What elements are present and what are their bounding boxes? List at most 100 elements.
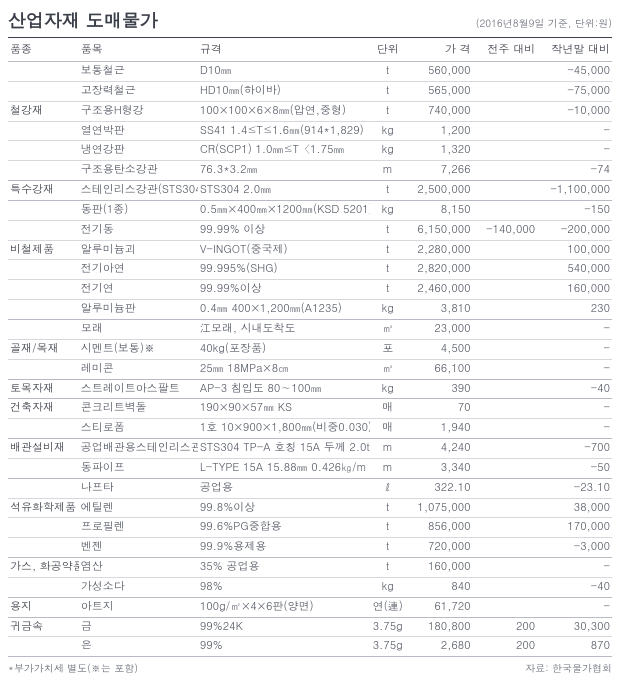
td-year: - [537, 141, 612, 161]
td-year: -40 [537, 577, 612, 597]
td-price: 160,000 [406, 558, 473, 578]
td-spec: 공업용 [198, 478, 370, 498]
footnote: *부가가치세 별도(※는 포함) [8, 661, 138, 675]
table-row: 레미콘25㎜ 18MPa×8㎝㎥66,100- [8, 359, 612, 379]
page-title: 산업자재 도매물가 [8, 8, 158, 33]
td-unit: t [370, 81, 406, 101]
th-category: 품종 [8, 38, 79, 62]
td-year: 170,000 [537, 518, 612, 538]
table-row: 모래江모래, 시내도착도㎥23,000- [8, 319, 612, 339]
td-price: 720,000 [406, 538, 473, 558]
td-unit: kg [370, 577, 406, 597]
td-spec: CR(SCP1) 1.0㎜≤T〈1.75㎜ [198, 141, 370, 161]
td-week [473, 300, 538, 320]
td-category [8, 518, 79, 538]
td-year: - [537, 419, 612, 439]
td-item: 가성소다 [79, 577, 198, 597]
td-year: -50 [537, 458, 612, 478]
td-unit: 연(連) [370, 597, 406, 617]
td-item: 전기아연 [79, 260, 198, 280]
td-item: 벤젠 [79, 538, 198, 558]
td-week [473, 319, 538, 339]
td-category: 골재/목재 [8, 339, 79, 359]
table-row: 배관설비재공업배관용스테인리스관STS304 TP-A 호칭 15A 두께 2.… [8, 439, 612, 459]
td-unit: t [370, 260, 406, 280]
td-price: 2,500,000 [406, 181, 473, 201]
td-week [473, 399, 538, 419]
td-spec: L-TYPE 15A 15.88㎜ 0.426㎏/m [198, 458, 370, 478]
td-spec: 100×100×6×8㎜(압연,중형) [198, 101, 370, 121]
td-price: 6,150,000 [406, 220, 473, 240]
td-price: 1,320 [406, 141, 473, 161]
td-spec: 76.3*3.2㎜ [198, 161, 370, 181]
td-week [473, 339, 538, 359]
td-year: - [537, 558, 612, 578]
td-item: 스티로폼 [79, 419, 198, 439]
td-category: 철강재 [8, 101, 79, 121]
td-price: 2,460,000 [406, 280, 473, 300]
td-year: 230 [537, 300, 612, 320]
td-category: 건축자재 [8, 399, 79, 419]
td-item: 콘크리트벽돌 [79, 399, 198, 419]
td-price: 7,266 [406, 161, 473, 181]
table-row: 특수강재스테인리스강관(STS304 2B)STS304 2.0㎜t2,500,… [8, 181, 612, 201]
td-price: 740,000 [406, 101, 473, 121]
td-spec: 99.99%이상 [198, 280, 370, 300]
td-price: 322.10 [406, 478, 473, 498]
th-spec: 규격 [198, 38, 370, 62]
td-year: 160,000 [537, 280, 612, 300]
td-price: 560,000 [406, 62, 473, 82]
td-week [473, 200, 538, 220]
td-spec: 40kg(포장품) [198, 339, 370, 359]
td-category: 특수강재 [8, 181, 79, 201]
td-item: 공업배관용스테인리스관 [79, 439, 198, 459]
td-year: -3,000 [537, 538, 612, 558]
td-unit: m [370, 161, 406, 181]
table-row: 동파이프L-TYPE 15A 15.88㎜ 0.426㎏/mm3,340-50 [8, 458, 612, 478]
table-row: 가스, 화공약품염산35% 공업용t160,000- [8, 558, 612, 578]
td-spec: 25㎜ 18MPa×8㎝ [198, 359, 370, 379]
td-week: -140,000 [473, 220, 538, 240]
td-unit: m [370, 439, 406, 459]
td-spec: HD10㎜(하이바) [198, 81, 370, 101]
td-week: 200 [473, 617, 538, 637]
td-unit: 매 [370, 419, 406, 439]
table-row: 비철제품알루미늄괴V-INGOT(중국제)t2,280,000100,000 [8, 240, 612, 260]
td-item: 알루미늄괴 [79, 240, 198, 260]
td-week [473, 597, 538, 617]
td-week [473, 518, 538, 538]
td-year: -40 [537, 379, 612, 399]
td-spec: 99% [198, 637, 370, 657]
table-row: 가성소다98%kg840-40 [8, 577, 612, 597]
td-week [473, 439, 538, 459]
table-row: 보통철근D10㎜t560,000-45,000 [8, 62, 612, 82]
td-spec: D10㎜ [198, 62, 370, 82]
td-price: 180,800 [406, 617, 473, 637]
td-spec: 99.99% 이상 [198, 220, 370, 240]
td-unit: t [370, 518, 406, 538]
table-row: 전기아연99.995%(SHG)t2,820,000540,000 [8, 260, 612, 280]
td-spec: 35% 공업용 [198, 558, 370, 578]
td-price: 2,280,000 [406, 240, 473, 260]
td-year: - [537, 399, 612, 419]
td-price: 4,240 [406, 439, 473, 459]
td-price: 70 [406, 399, 473, 419]
td-price: 4,500 [406, 339, 473, 359]
td-category [8, 538, 79, 558]
td-week [473, 359, 538, 379]
td-price: 565,000 [406, 81, 473, 101]
td-unit: t [370, 220, 406, 240]
price-table: 품종 품목 규격 단위 가 격 전주 대비 작년말 대비 보통철근D10㎜t56… [8, 37, 612, 657]
td-unit: 포 [370, 339, 406, 359]
td-unit: t [370, 240, 406, 260]
td-category: 토목자재 [8, 379, 79, 399]
td-category: 용지 [8, 597, 79, 617]
td-price: 2,680 [406, 637, 473, 657]
table-row: 철강재구조용H형강100×100×6×8㎜(압연,중형)t740,000-10,… [8, 101, 612, 121]
td-spec: 1호 10×900×1,800㎜(비중0.030) [198, 419, 370, 439]
td-year: - [537, 319, 612, 339]
td-spec: STS304 TP-A 호칭 15A 두께 2.0t -KSD3576- [198, 439, 370, 459]
td-unit: t [370, 62, 406, 82]
td-category [8, 359, 79, 379]
td-unit: t [370, 280, 406, 300]
